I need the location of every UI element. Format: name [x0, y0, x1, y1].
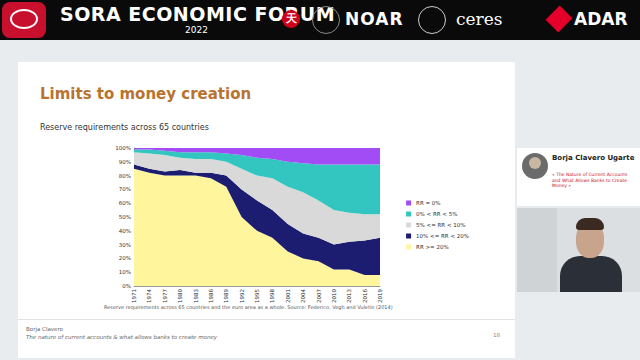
- svg-text:1974: 1974: [146, 289, 152, 303]
- svg-text:1983: 1983: [193, 289, 199, 303]
- svg-text:RR >= 20%: RR >= 20%: [416, 244, 449, 250]
- html-text:ceres: ceres: [456, 9, 503, 29]
- svg-text:50%: 50%: [119, 214, 131, 220]
- svg-text:40%: 40%: [119, 228, 131, 234]
- svg-text:2016: 2016: [362, 289, 368, 303]
- svg-text:2001: 2001: [285, 289, 291, 303]
- svg-text:1995: 1995: [254, 289, 260, 303]
- svg-text:10%: 10%: [119, 269, 131, 275]
- svg-text:70%: 70%: [119, 186, 131, 192]
- html-text:2022: 2022: [185, 25, 208, 35]
- svg-text:2019: 2019: [377, 289, 383, 303]
- svg-text:1989: 1989: [223, 289, 229, 303]
- html-text:Borja Clavero Ugarte: Borja Clavero Ugarte: [552, 154, 635, 162]
- html-text:Limits to money creation: Limits to money creation: [40, 85, 252, 103]
- svg-text:0% < RR < 5%: 0% < RR < 5%: [416, 211, 457, 217]
- svg-text:20%: 20%: [119, 255, 131, 261]
- svg-text:30%: 30%: [119, 242, 131, 248]
- svg-text:60%: 60%: [119, 200, 131, 206]
- svg-text:2013: 2013: [346, 289, 352, 303]
- svg-text:0%: 0%: [122, 283, 131, 289]
- html-text:The nature of current accounts: The nature of current accounts & what al…: [26, 334, 217, 340]
- svg-text:2004: 2004: [300, 289, 306, 303]
- html-text:Reserve requirements across 65: Reserve requirements across 65 countries…: [104, 304, 393, 310]
- svg-text:100%: 100%: [115, 145, 131, 151]
- svg-text:1992: 1992: [239, 289, 245, 303]
- svg-text:80%: 80%: [119, 173, 131, 179]
- svg-text:5% <= RR < 10%: 5% <= RR < 10%: [416, 222, 465, 228]
- html-text:NOAR: NOAR: [345, 9, 404, 29]
- svg-text:1980: 1980: [177, 289, 183, 303]
- svg-text:RR = 0%: RR = 0%: [416, 200, 440, 206]
- svg-text:2007: 2007: [316, 289, 322, 303]
- html-text:18: 18: [493, 332, 500, 338]
- svg-text:10% <= RR < 20%: 10% <= RR < 20%: [416, 233, 469, 239]
- html-text:« The Nature of Current Accoun: « The Nature of Current Accounts and Wha…: [552, 172, 628, 188]
- svg-text:90%: 90%: [119, 159, 131, 165]
- html-text:天: 天: [285, 12, 297, 25]
- svg-text:1998: 1998: [269, 289, 275, 303]
- svg-text:1986: 1986: [208, 289, 214, 303]
- svg-text:1977: 1977: [162, 289, 168, 303]
- html-text:ADAR: ADAR: [574, 9, 628, 29]
- html-text:Borja Clavero: Borja Clavero: [26, 326, 63, 332]
- html-text:SORA ECONOMIC FORUM: SORA ECONOMIC FORUM: [60, 3, 335, 25]
- svg-text:2010: 2010: [331, 289, 337, 303]
- html-text:Reserve requirements across 65: Reserve requirements across 65 countries: [40, 123, 209, 132]
- svg-text:1971: 1971: [131, 289, 137, 303]
